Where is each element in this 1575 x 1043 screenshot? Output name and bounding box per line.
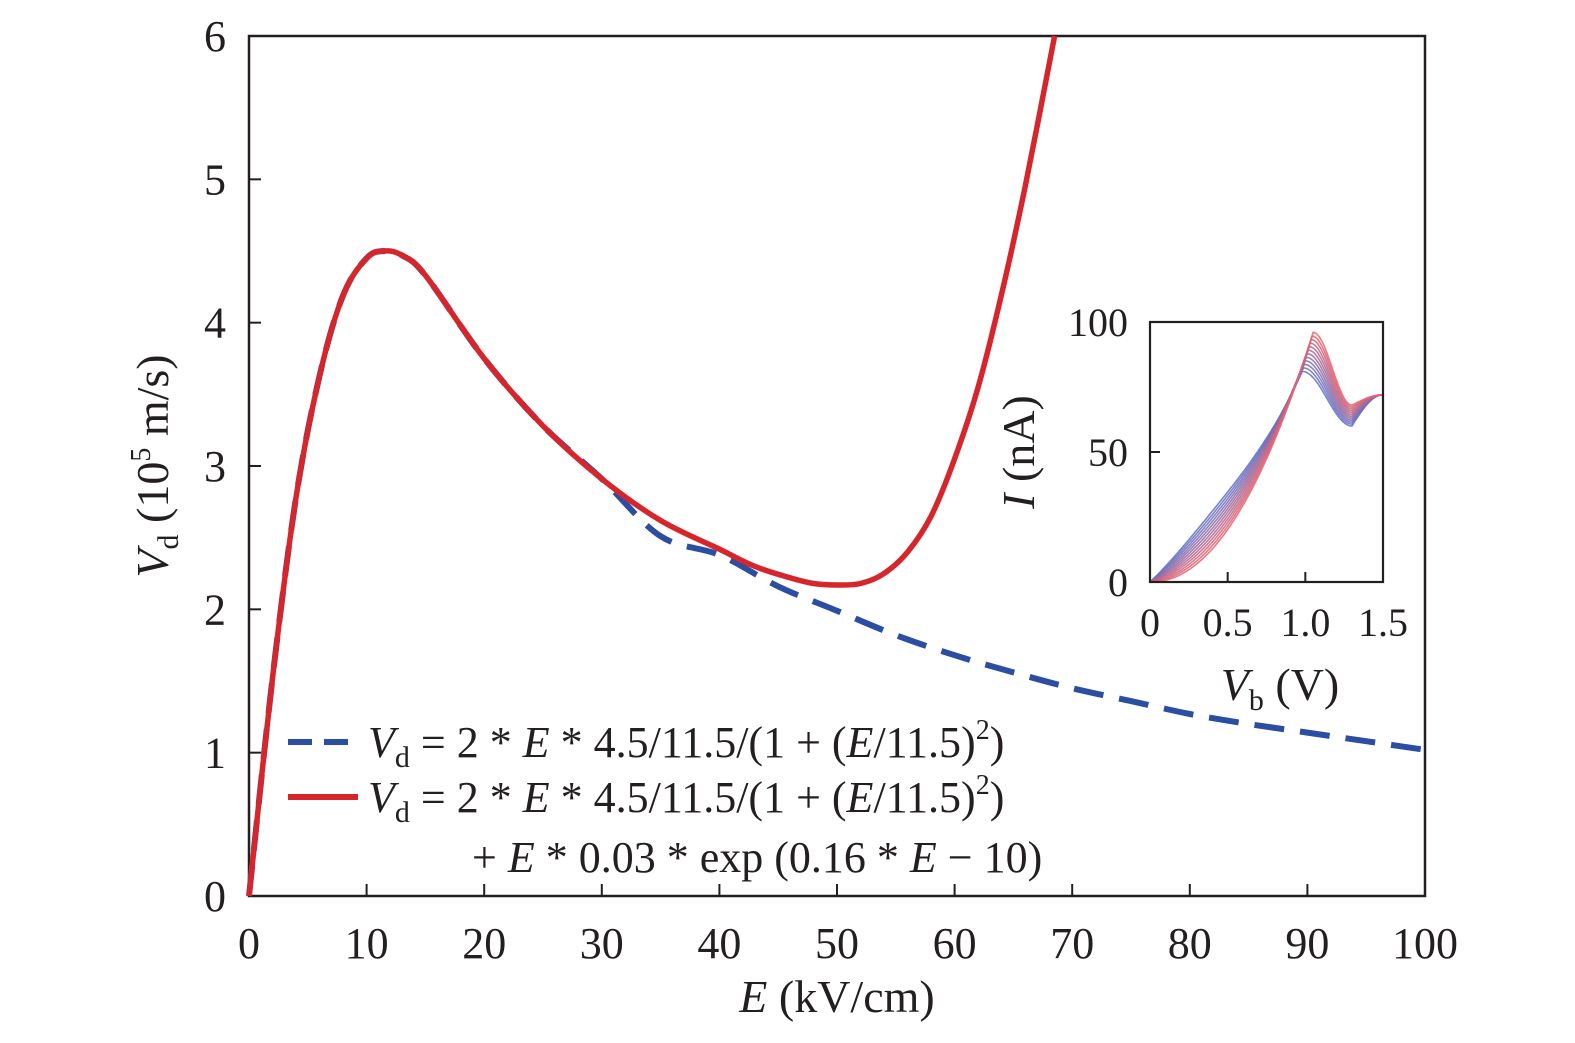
- inset-iv-curve: [1150, 331, 1383, 583]
- inset-iv-curve: [1149, 349, 1384, 583]
- y-tick-label: 6: [204, 12, 226, 61]
- x-tick-label: 100: [1392, 919, 1458, 968]
- inset-x-tick-label: 0: [1140, 600, 1160, 645]
- y-tick-label: 4: [204, 299, 226, 348]
- main-y-axis-title: Vd (105 m/s): [126, 354, 185, 577]
- x-tick-label: 40: [697, 919, 741, 968]
- y-tick-label: 0: [204, 872, 226, 921]
- inset-iv-curve: [1149, 342, 1383, 583]
- inset-x-axis-title: Vb (V): [1221, 659, 1339, 717]
- inset-x-ticks: 0 0.5 1.0 1.5: [1140, 572, 1408, 645]
- inset-curves: [1149, 331, 1384, 583]
- inset-y-tick-label: 0: [1108, 560, 1128, 605]
- y-tick-label: 5: [204, 155, 226, 204]
- legend: Vd = 2 * E * 4.5/11.5/(1 + (E/11.5)2) Vd…: [288, 715, 1042, 882]
- x-tick-label: 20: [462, 919, 506, 968]
- x-tick-label: 70: [1050, 919, 1094, 968]
- inset-y-ticks: 0 50 100: [1068, 300, 1160, 605]
- x-tick-label: 30: [580, 919, 624, 968]
- inset-iv-curve: [1149, 359, 1384, 583]
- inset-iv-curve: [1149, 356, 1384, 583]
- inset-x-tick-label: 1.0: [1280, 600, 1330, 645]
- y-tick-label: 1: [204, 729, 226, 778]
- y-tick-label: 2: [204, 585, 226, 634]
- x-tick-label: 0: [238, 919, 260, 968]
- inset-x-tick-label: 0.5: [1203, 600, 1253, 645]
- inset-iv-curve: [1149, 335, 1383, 583]
- series-line-solid-red: [246, 35, 1058, 897]
- inset-iv-curve: [1149, 338, 1383, 583]
- main-x-ticks: 0 10 20 30 40 50 60 70 80 90 100: [238, 884, 1458, 968]
- main-x-axis-title: E (kV/cm): [738, 971, 934, 1022]
- legend-label-blue: Vd = 2 * E * 4.5/11.5/(1 + (E/11.5)2): [368, 715, 1004, 774]
- x-tick-label: 60: [933, 919, 977, 968]
- legend-label-red-line1: Vd = 2 * E * 4.5/11.5/(1 + (E/11.5)2): [368, 770, 1004, 829]
- inset-chart: 0 0.5 1.0 1.5 0 50 100 Vb (V) I (nA): [993, 300, 1408, 717]
- legend-label-red-line2: + E * 0.03 * exp (0.16 * E − 10): [472, 833, 1042, 882]
- x-tick-label: 10: [345, 919, 389, 968]
- inset-x-tick-label: 1.5: [1358, 600, 1408, 645]
- inset-y-tick-label: 50: [1088, 430, 1128, 475]
- y-tick-label: 3: [204, 442, 226, 491]
- inset-iv-curve: [1149, 352, 1384, 583]
- inset-y-axis-title: I (nA): [993, 395, 1044, 510]
- inset-y-tick-label: 100: [1068, 300, 1128, 345]
- x-tick-label: 80: [1168, 919, 1212, 968]
- main-y-ticks: 0 1 2 3 4 5 6: [204, 12, 261, 921]
- x-tick-label: 50: [815, 919, 859, 968]
- inset-iv-curve: [1149, 345, 1384, 583]
- x-tick-label: 90: [1285, 919, 1329, 968]
